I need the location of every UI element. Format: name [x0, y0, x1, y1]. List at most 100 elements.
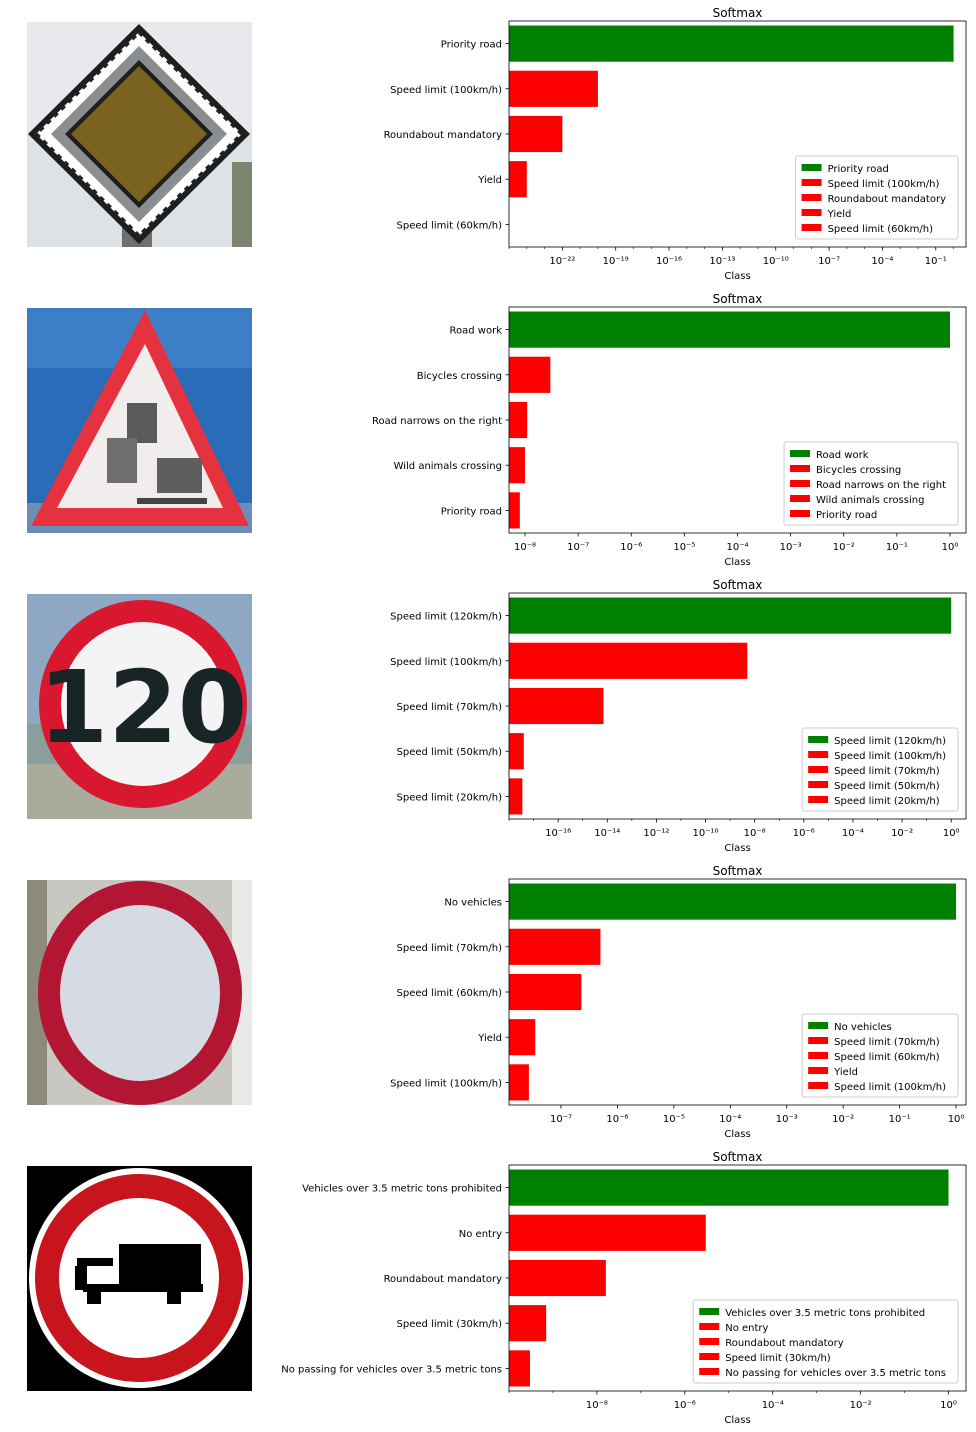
y-tick-label: Priority road	[441, 506, 502, 517]
bar-1	[509, 883, 957, 920]
legend-swatch	[808, 766, 829, 773]
bar-2	[509, 1214, 706, 1251]
chart-title: Softmax	[713, 578, 763, 592]
legend-swatch	[801, 179, 822, 186]
x-tick-label: 10⁻¹⁰	[763, 256, 789, 267]
legend-entry: Roundabout mandatory	[725, 1338, 844, 1349]
plot-frame	[508, 878, 967, 1106]
bar-1	[509, 597, 952, 634]
legend-swatch	[699, 1368, 720, 1375]
y-tick-label: Bicycles crossing	[417, 371, 502, 382]
x-tick-label: 10⁻²	[833, 542, 855, 553]
bar-3	[509, 687, 604, 725]
y-tick-label: Road work	[450, 326, 503, 337]
y-tick-label: Wild animals crossing	[394, 461, 502, 472]
legend: No vehicles Speed limit (70km/h) Speed lim…	[801, 1013, 959, 1098]
legend-entry: No vehicles	[834, 1022, 892, 1033]
legend-entry: Speed limit (60km/h)	[834, 1052, 940, 1063]
legend-entry: Speed limit (60km/h)	[828, 224, 934, 235]
bar-5	[509, 778, 523, 815]
bar-3	[509, 1259, 606, 1297]
legend-swatch	[808, 1067, 829, 1074]
bar-3	[509, 973, 582, 1011]
plot-frame	[508, 1164, 967, 1392]
x-tick-label: 10⁻⁴	[762, 1400, 784, 1411]
x-axis-label: Class	[724, 1415, 750, 1426]
legend-swatch	[808, 736, 829, 743]
legend-entry: Speed limit (70km/h)	[834, 1037, 940, 1048]
x-tick-label: 10⁻⁴	[842, 828, 864, 839]
sign-image-no-vehicles	[27, 880, 252, 1105]
y-tick-label: Speed limit (70km/h)	[397, 702, 503, 713]
plot-frame	[508, 20, 967, 248]
legend-entry: Speed limit (30km/h)	[725, 1353, 831, 1364]
softmax-chart-3: Softmax Speed limit (120km/h)Speed limit …	[390, 578, 967, 854]
bar-2	[509, 70, 598, 107]
legend-swatch	[699, 1353, 720, 1360]
y-tick-label: Speed limit (100km/h)	[390, 1078, 502, 1089]
legend-box	[783, 441, 959, 526]
legend-swatch	[808, 1082, 829, 1089]
bar-4	[509, 447, 525, 484]
y-tick-label: Speed limit (50km/h)	[397, 747, 503, 758]
legend-entry: Wild animals crossing	[816, 495, 924, 506]
x-tick-label: 10⁻⁵	[673, 542, 695, 553]
legend-box	[801, 727, 959, 812]
x-tick-label: 10⁻¹⁶	[545, 828, 571, 839]
y-tick-label: Speed limit (60km/h)	[397, 220, 503, 231]
x-axis-label: Class	[724, 557, 750, 568]
legend-swatch	[801, 224, 822, 231]
x-tick-label: 10⁻²	[832, 1114, 854, 1125]
legend-entry: Speed limit (50km/h)	[834, 781, 940, 792]
x-tick-label: 10⁻²	[850, 1400, 872, 1411]
legend: Road work Bicycles crossing Road narrows o…	[783, 441, 959, 526]
bar-5	[509, 1350, 530, 1387]
y-tick-label: Speed limit (60km/h)	[397, 988, 503, 999]
y-tick-label: Priority road	[441, 40, 502, 51]
x-axis-label: Class	[724, 271, 750, 282]
legend-entry: Bicycles crossing	[816, 465, 901, 476]
y-tick-label: Roundabout mandatory	[384, 1274, 503, 1285]
softmax-chart-2: Softmax Road work Bicycles crossing Road na…	[372, 292, 967, 568]
x-tick-label: 10⁻⁵	[663, 1114, 685, 1125]
legend: Speed limit (120km/h) Speed limit (100km/…	[801, 727, 959, 812]
legend-swatch	[790, 495, 811, 502]
legend-entry: Speed limit (20km/h)	[834, 796, 940, 807]
bar-2	[509, 928, 601, 965]
plot-frame	[508, 592, 967, 820]
legend-swatch	[699, 1308, 720, 1315]
chart-title: Softmax	[713, 6, 763, 20]
bar-4	[509, 1019, 536, 1056]
y-tick-label: Vehicles over 3.5 metric tons prohibited	[302, 1184, 502, 1195]
legend-swatch	[808, 1037, 829, 1044]
legend-entry: Roundabout mandatory	[828, 194, 947, 205]
bar-5	[509, 492, 520, 529]
x-tick-label: 10⁻¹	[886, 542, 908, 553]
legend-swatch	[808, 751, 829, 758]
x-tick-label: 10⁰	[948, 1114, 965, 1125]
legend-entry: Road narrows on the right	[816, 480, 946, 491]
chart-title: Softmax	[713, 1150, 763, 1164]
x-tick-label: 10⁻⁶	[793, 828, 815, 839]
legend-entry: No entry	[725, 1323, 768, 1334]
x-axis-label: Class	[724, 843, 750, 854]
legend-swatch	[790, 510, 811, 517]
legend-swatch	[790, 450, 811, 457]
bar-2	[509, 642, 748, 679]
legend-swatch	[808, 781, 829, 788]
legend-swatch	[801, 194, 822, 201]
legend-swatch	[699, 1338, 720, 1345]
x-tick-label: 10⁻⁸	[744, 828, 766, 839]
bar-5	[509, 1064, 529, 1101]
legend-swatch	[790, 480, 811, 487]
x-tick-label: 10⁻⁶	[606, 1114, 628, 1125]
y-tick-label: Yield	[477, 175, 502, 186]
y-tick-label: Yield	[477, 1033, 502, 1044]
legend-box	[692, 1299, 959, 1384]
x-tick-label: 10⁻⁸	[586, 1400, 608, 1411]
legend-swatch	[808, 1022, 829, 1029]
x-tick-label: 10⁻¹³	[709, 256, 735, 267]
legend-entry: Speed limit (70km/h)	[834, 766, 940, 777]
legend: Priority road Speed limit (100km/h) Rounda…	[795, 155, 959, 240]
